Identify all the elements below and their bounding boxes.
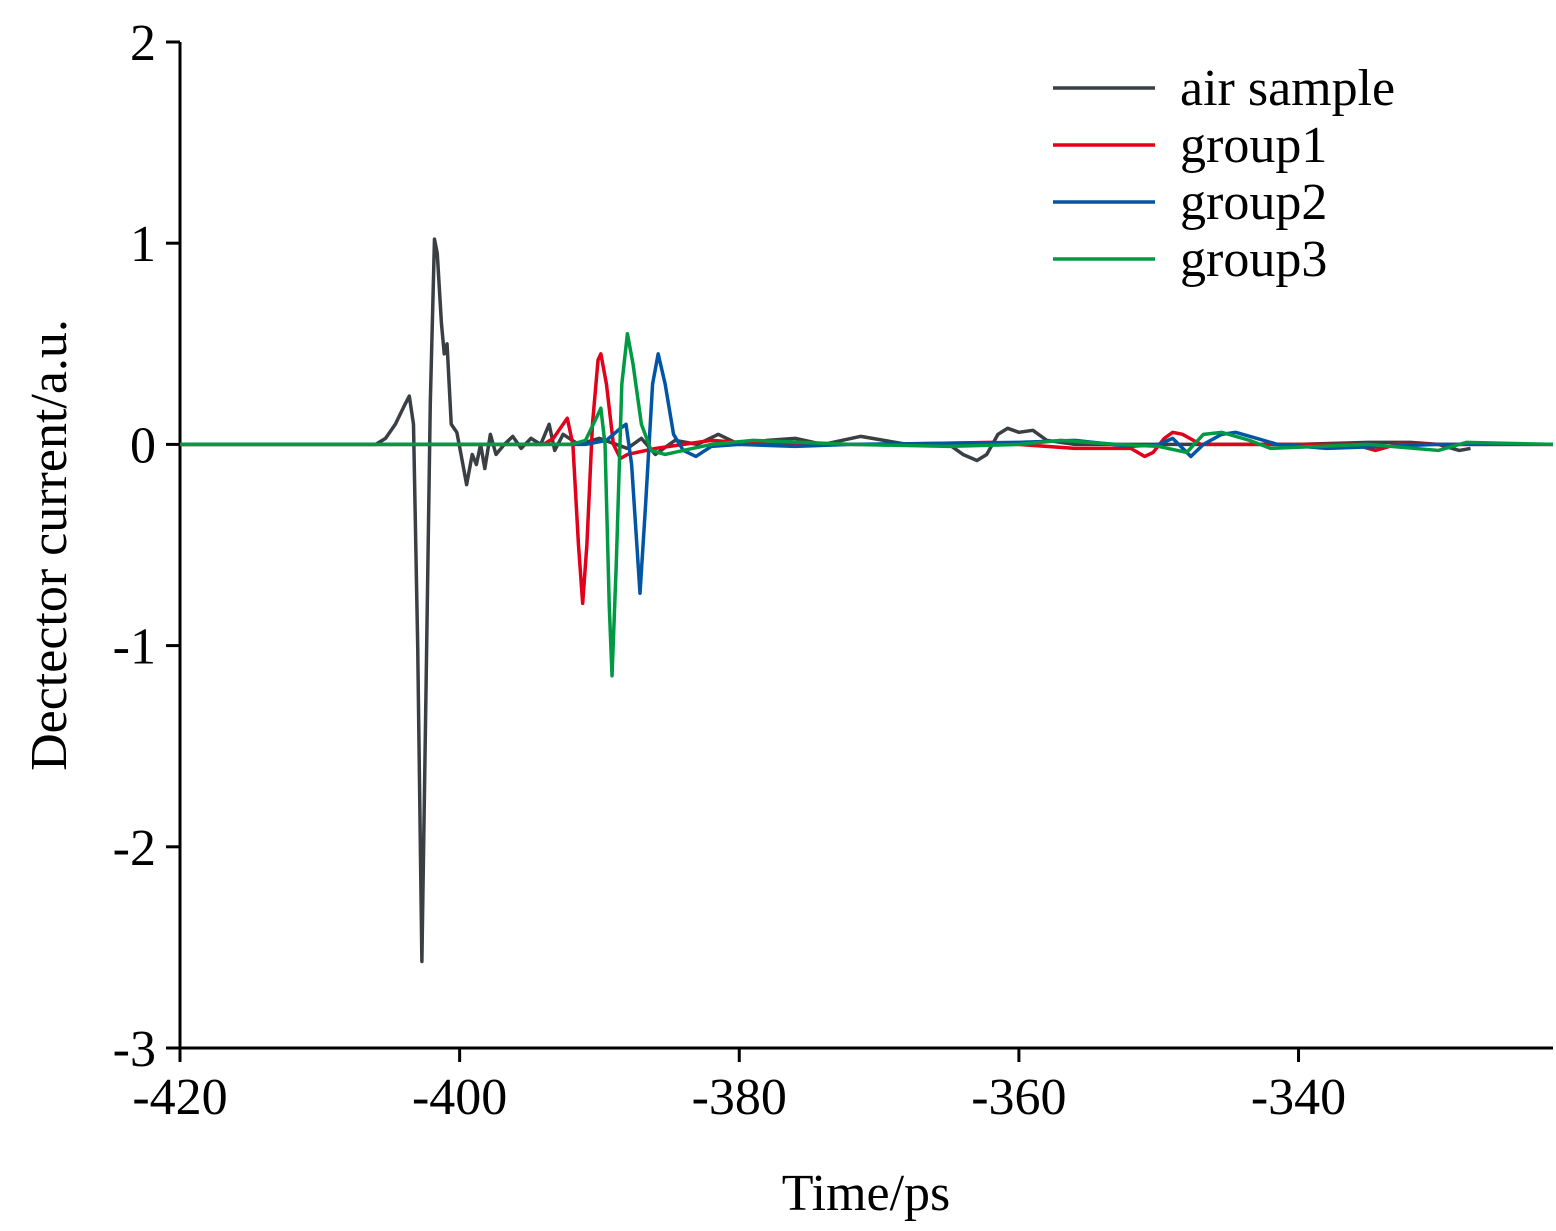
data-line <box>180 331 1554 678</box>
legend-label: group3 <box>1180 231 1327 288</box>
legend-label: group1 <box>1180 117 1327 174</box>
x-tick-label: -380 <box>692 1069 787 1126</box>
x-axis-label: Time/ps <box>782 1165 951 1222</box>
y-tick-label: 2 <box>130 15 156 72</box>
legend-label: group2 <box>1180 174 1327 231</box>
y-tick-label: -3 <box>113 1021 156 1078</box>
data-line <box>180 352 1553 606</box>
y-tick-label: 1 <box>130 216 156 273</box>
data-line <box>180 352 1553 596</box>
y-tick-label: -2 <box>113 820 156 877</box>
y-tick-label: -1 <box>113 619 156 676</box>
x-tick-label: -400 <box>412 1069 507 1126</box>
y-tick-label: 0 <box>130 417 156 474</box>
data-line <box>180 237 1471 964</box>
x-tick-label: -420 <box>132 1069 227 1126</box>
x-tick-label: -360 <box>971 1069 1066 1126</box>
legend-label: air sample <box>1180 60 1395 117</box>
y-axis-label: Dectector current/a.u. <box>21 319 78 771</box>
x-tick-label: -340 <box>1251 1069 1346 1126</box>
